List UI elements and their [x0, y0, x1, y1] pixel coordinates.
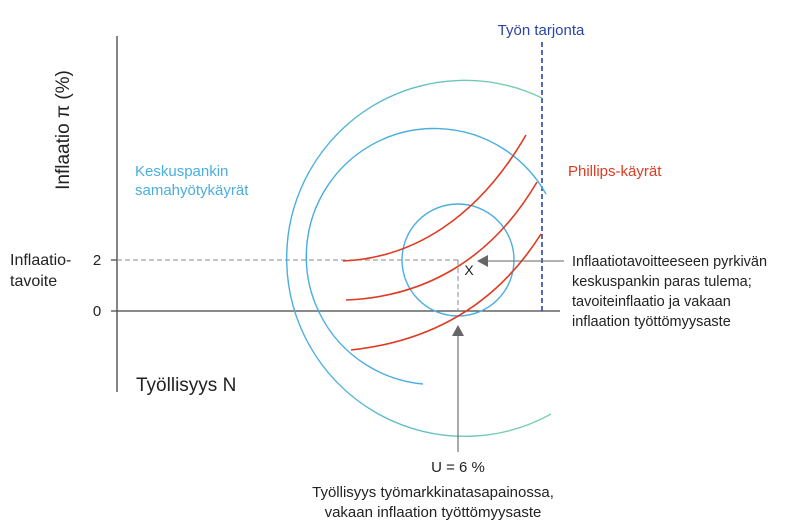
equilibrium-line2: vakaan inflaation työttömyysaste	[325, 504, 542, 521]
y-tick-label-0: 0	[93, 303, 101, 320]
best-outcome-arrowhead	[477, 255, 488, 267]
cb-curves-label-line2: samahyötykäyrät	[135, 182, 249, 199]
y-tick-label-2: 2	[93, 252, 101, 269]
best-outcome-line3: tavoiteinflaatio ja vakaan	[572, 294, 731, 310]
phillips-curve-top	[342, 134, 527, 262]
unemployment-label: U = 6 %	[431, 459, 485, 476]
labour-supply-label: Työn tarjonta	[498, 22, 585, 39]
equilibrium-line1: Työllisyys työmarkkinatasapainossa,	[312, 484, 554, 501]
indifference-curve-outer	[286, 79, 552, 438]
best-outcome-line1: Inflaatiotavoitteeseen pyrkivän	[572, 254, 767, 270]
phillips-curve-bottom	[350, 233, 542, 351]
indifference-curve-middle	[305, 127, 547, 385]
phillips-label: Phillips-käyrät	[568, 163, 662, 180]
best-outcome-line2: keskuspankin paras tulema;	[572, 274, 752, 290]
point-x-label: X	[464, 262, 474, 278]
cb-curves-label-line1: Keskuspankin	[135, 163, 228, 180]
y-axis-label: Inflaatio π (%)	[53, 70, 74, 190]
best-outcome-line4: inflaation työttömyysaste	[572, 314, 731, 330]
equilibrium-arrowhead	[452, 325, 464, 336]
target-label-line2: tavoite	[10, 273, 57, 290]
phillips-curve-middle	[345, 181, 538, 301]
target-label-line1: Inflaatio-	[10, 252, 71, 269]
x-axis-label: Työllisyys N	[136, 375, 236, 396]
